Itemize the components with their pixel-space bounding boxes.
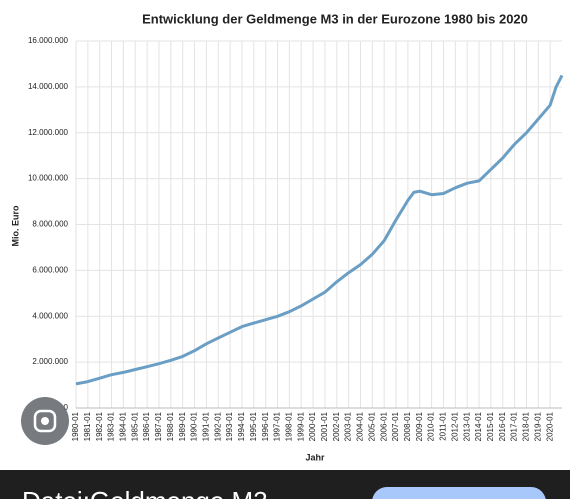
y-axis-label: Mio. Euro — [10, 205, 20, 246]
x-tick-label: 2016-01 — [498, 411, 507, 441]
x-tick-label: 2011-01 — [439, 411, 448, 440]
x-tick-label: 1995-01 — [249, 411, 258, 441]
x-tick-label: 1990-01 — [190, 411, 199, 441]
data-line — [75, 74, 564, 386]
chart-background — [0, 0, 570, 470]
x-tick-label: 2015-01 — [486, 411, 495, 441]
plot: 0 2.000.000 4.000.000 6.000.000 8.000.000 10.… — [28, 36, 564, 441]
y-tick-label: 2.000.000 — [32, 357, 68, 366]
x-tick-label: 1987-01 — [154, 411, 163, 441]
x-tick-label: 2007-01 — [391, 411, 400, 441]
x-tick-label: 1981-01 — [83, 411, 92, 441]
y-tick-label: 14.000.000 — [28, 82, 69, 91]
x-tick-label: 1999-01 — [296, 411, 305, 441]
x-tick-label: 2012-01 — [450, 411, 459, 441]
y-tick-label: 8.000.000 — [32, 220, 68, 229]
lens-icon — [33, 409, 57, 433]
x-tick-label: 1984-01 — [119, 411, 128, 441]
x-tick-label: 2008-01 — [403, 411, 412, 441]
x-tick-label: 2004-01 — [356, 411, 365, 441]
y-tick-label: 4.000.000 — [32, 311, 68, 320]
y-tick-label: 0 — [64, 403, 69, 412]
x-tick-label: 1998-01 — [284, 411, 293, 441]
x-tick-label: 2019-01 — [533, 411, 542, 441]
x-tick-label: 1980-01 — [71, 411, 80, 441]
y-tick-label: 10.000.000 — [28, 174, 69, 183]
x-tick-label: 2009-01 — [415, 411, 424, 441]
x-tick-label: 2006-01 — [379, 411, 388, 441]
x-tick-label: 1986-01 — [142, 411, 151, 441]
chart-title: Entwicklung der Geldmenge M3 in der Euro… — [142, 11, 528, 26]
x-tick-label: 2000-01 — [308, 411, 317, 441]
x-tick-label: 2013-01 — [462, 411, 471, 441]
lens-dot — [41, 417, 49, 425]
x-tick-label: 1983-01 — [107, 411, 116, 441]
x-tick-label: 2001-01 — [320, 411, 329, 441]
x-tick-label: 2017-01 — [510, 411, 519, 441]
x-tick-label: 1985-01 — [130, 411, 139, 441]
x-tick-label: 2014-01 — [474, 411, 483, 441]
x-axis-label: Jahr — [305, 452, 325, 462]
x-tick-label: 2020-01 — [545, 411, 554, 441]
footer-text: Datei:Geldmenge M3 — [22, 486, 268, 499]
x-tick-label: 1992-01 — [213, 411, 222, 441]
x-tick-label: 1991-01 — [201, 411, 210, 441]
x-tick-label: 2010-01 — [427, 411, 436, 441]
footer-button[interactable] — [372, 487, 546, 504]
x-tick-label: 2018-01 — [522, 411, 531, 441]
x-tick-label: 1989-01 — [178, 411, 187, 441]
x-tick-label: 1997-01 — [273, 411, 282, 441]
x-tick-label: 2002-01 — [332, 411, 341, 441]
x-tick-label: 2003-01 — [344, 411, 353, 441]
x-tick-label: 2005-01 — [367, 411, 376, 441]
x-tick-label: 1988-01 — [166, 411, 175, 441]
x-tick-label: 1996-01 — [261, 411, 270, 441]
x-tick-label: 1993-01 — [225, 411, 234, 441]
lens-button[interactable] — [21, 397, 69, 445]
x-tick-label: 1982-01 — [95, 411, 104, 441]
y-tick-label: 6.000.000 — [32, 265, 68, 274]
y-tick-label: 12.000.000 — [28, 128, 69, 137]
x-tick-label: 1994-01 — [237, 411, 246, 441]
y-tick-label: 16.000.000 — [28, 36, 69, 45]
